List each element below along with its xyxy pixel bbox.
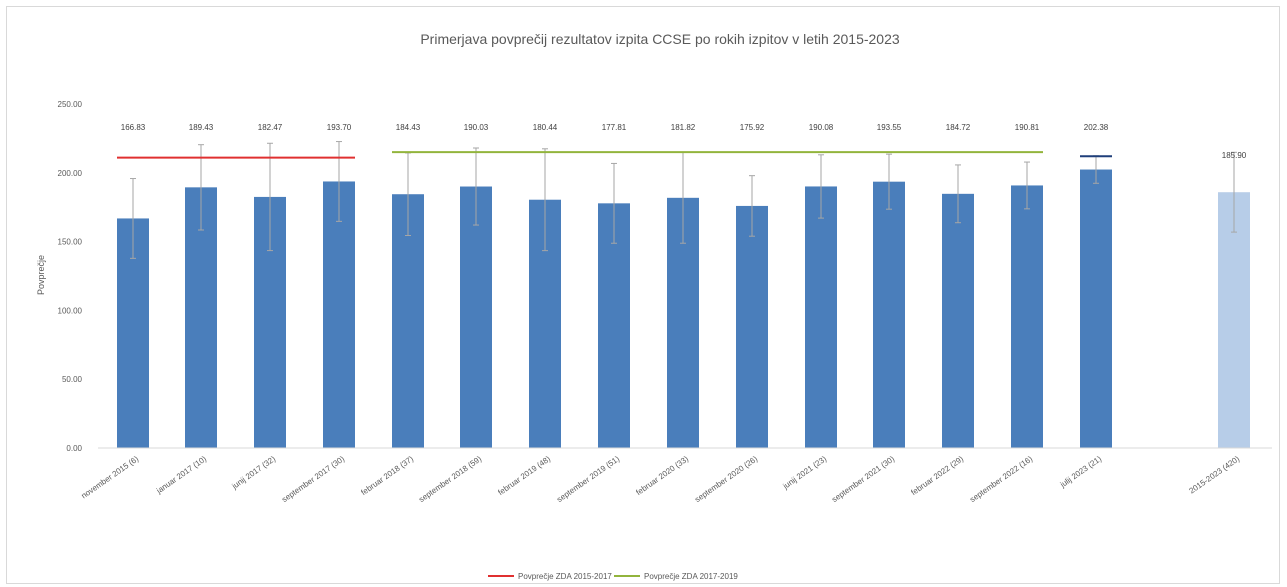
x-tick-label: september 2018 (59) — [417, 454, 483, 504]
bar — [598, 203, 630, 448]
legend: Povprečje ZDA 2015-2017 Povprečje ZDA 201… — [488, 572, 738, 581]
x-tick-label: september 2022 (16) — [968, 454, 1034, 504]
bars — [117, 169, 1250, 449]
bar — [392, 194, 424, 448]
legend-label: Povprečje ZDA 2017-2019 — [644, 572, 738, 581]
x-tick-label: november 2015 (6) — [80, 454, 141, 500]
bar — [873, 181, 905, 448]
data-label: 184.72 — [946, 123, 971, 132]
y-axis-label: Povprečje — [36, 255, 46, 295]
data-label: 181.82 — [671, 123, 696, 132]
y-tick-label: 150.00 — [58, 238, 83, 247]
data-label: 190.81 — [1015, 123, 1040, 132]
x-tick-label: junij 2021 (23) — [781, 454, 829, 491]
x-tick-label: februar 2019 (48) — [496, 454, 552, 497]
x-tick-label: februar 2022 (29) — [909, 454, 965, 497]
x-tick-label: september 2021 (30) — [830, 454, 896, 504]
bar — [1011, 185, 1043, 448]
data-label: 177.81 — [602, 123, 627, 132]
x-tick-label: januar 2017 (10) — [154, 454, 208, 496]
bar — [1080, 169, 1112, 448]
data-label: 190.03 — [464, 123, 489, 132]
y-tick-label: 200.00 — [58, 169, 83, 178]
data-label: 190.08 — [809, 123, 834, 132]
reference-lines — [117, 151, 1112, 159]
data-label: 202.38 — [1084, 123, 1109, 132]
y-tick-label: 250.00 — [58, 100, 83, 109]
x-tick-label: julij 2023 (21) — [1058, 454, 1104, 490]
data-label: 166.83 — [121, 123, 146, 132]
bar — [1218, 192, 1250, 448]
x-tick-label: 2015-2023 (420) — [1188, 454, 1242, 495]
y-tick-label: 100.00 — [58, 306, 83, 315]
y-axis-ticks: 0.00 50.00 100.00 150.00 200.00 250.00 — [58, 100, 83, 453]
data-label: 193.55 — [877, 123, 902, 132]
bar — [942, 193, 974, 448]
chart-title: Primerjava povprečij rezultatov izpita C… — [420, 31, 900, 47]
chart-frame — [6, 6, 1280, 584]
error-bars — [130, 141, 1237, 259]
bar — [805, 186, 837, 448]
x-tick-label: september 2019 (51) — [555, 454, 621, 504]
x-tick-label: februar 2020 (33) — [634, 454, 690, 497]
x-axis-ticks: november 2015 (6) januar 2017 (10) junij 2… — [80, 454, 1242, 504]
x-tick-label: september 2017 (30) — [280, 454, 346, 504]
bar — [736, 205, 768, 448]
y-tick-label: 50.00 — [62, 375, 83, 384]
data-label: 175.92 — [740, 123, 765, 132]
legend-label: Povprečje ZDA 2015-2017 — [518, 572, 612, 581]
data-label: 182.47 — [258, 123, 283, 132]
data-label: 193.70 — [327, 123, 352, 132]
bar — [323, 181, 355, 448]
bar — [460, 186, 492, 448]
x-tick-label: september 2020 (26) — [693, 454, 759, 504]
y-tick-label: 0.00 — [66, 444, 82, 453]
data-label: 184.43 — [396, 123, 421, 132]
data-label: 185.90 — [1222, 151, 1247, 160]
data-labels: 166.83 189.43 182.47 193.70 184.43 190.03 180.… — [121, 123, 1247, 160]
bar — [185, 187, 217, 449]
x-tick-label: junij 2017 (32) — [230, 454, 278, 491]
data-label: 189.43 — [189, 123, 214, 132]
data-label: 180.44 — [533, 123, 558, 132]
x-tick-label: februar 2018 (37) — [359, 454, 415, 497]
